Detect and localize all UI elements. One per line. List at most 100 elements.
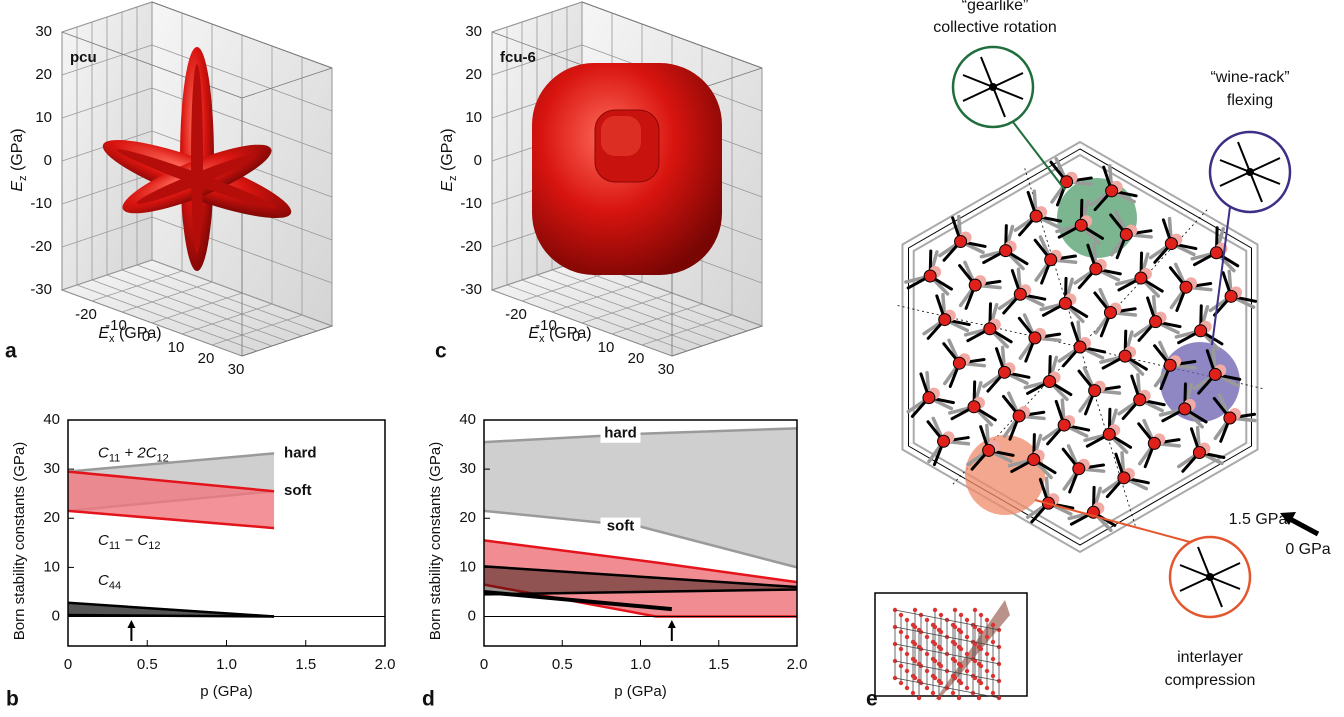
node bbox=[955, 235, 967, 247]
node bbox=[1058, 419, 1070, 431]
label-part: E bbox=[439, 181, 456, 192]
z-tick-label: 10 bbox=[35, 109, 52, 126]
node bbox=[924, 270, 936, 282]
zoom-node bbox=[1246, 168, 1254, 176]
inset-node bbox=[985, 686, 989, 690]
x-tick-label: 2.0 bbox=[375, 656, 396, 673]
pressure-arrow bbox=[1290, 519, 1318, 534]
inset-node bbox=[985, 635, 989, 639]
y-axis-label: Born stability constants (GPa) bbox=[11, 442, 28, 640]
x-tick-label: -20 bbox=[75, 306, 97, 323]
node bbox=[923, 392, 935, 404]
inset-node bbox=[991, 674, 995, 678]
z-tick-label: 0 bbox=[474, 152, 482, 169]
zoom-link bbox=[1212, 207, 1230, 345]
label-part: C bbox=[98, 445, 109, 462]
inset-node bbox=[959, 664, 963, 668]
zoom-node bbox=[989, 83, 997, 91]
inset-node bbox=[979, 630, 983, 634]
z-tick-label: -20 bbox=[30, 238, 52, 255]
inset-node bbox=[925, 635, 929, 639]
inset-node bbox=[913, 608, 917, 612]
label-part: E bbox=[98, 325, 109, 342]
inset-node bbox=[953, 642, 957, 646]
node bbox=[953, 357, 965, 369]
inset-node bbox=[913, 642, 917, 646]
x-axis-label: p (GPa) bbox=[614, 683, 667, 700]
inset-node bbox=[905, 635, 909, 639]
label-part: 44 bbox=[109, 580, 121, 592]
node bbox=[1179, 403, 1191, 415]
node bbox=[1210, 247, 1222, 259]
x-tick-label: 10 bbox=[598, 339, 615, 356]
inset-node bbox=[953, 676, 957, 680]
label-part: (GPa) bbox=[9, 128, 26, 175]
z-axis-label: Ez (GPa) bbox=[9, 128, 29, 191]
inset-node bbox=[939, 681, 943, 685]
inset-node bbox=[965, 618, 969, 622]
inset-node bbox=[899, 613, 903, 617]
x-tick-label: 0.5 bbox=[137, 656, 158, 673]
node bbox=[1119, 350, 1131, 362]
inset-node bbox=[939, 664, 943, 668]
label-part: − C bbox=[120, 532, 148, 549]
label-part: E bbox=[9, 181, 26, 192]
inset-node bbox=[959, 630, 963, 634]
x-tick-label: 0 bbox=[64, 656, 72, 673]
inset-node bbox=[957, 696, 961, 700]
panel-letter: b bbox=[6, 688, 19, 711]
series-label: C11 − C12 bbox=[98, 532, 160, 552]
mode-title: flexing bbox=[1227, 92, 1273, 109]
x-tick-label: 1.5 bbox=[708, 656, 729, 673]
node bbox=[1135, 272, 1147, 284]
x-tick-label: 20 bbox=[198, 350, 215, 367]
node bbox=[968, 401, 980, 413]
inset-node bbox=[979, 681, 983, 685]
inset-node bbox=[933, 676, 937, 680]
inset-node bbox=[959, 613, 963, 617]
inset-node bbox=[985, 618, 989, 622]
inset-node bbox=[933, 608, 937, 612]
lattice bbox=[895, 47, 1290, 617]
label-part: (GPa) bbox=[115, 325, 162, 342]
inset-node bbox=[937, 696, 941, 700]
y-tick-label: 40 bbox=[459, 411, 476, 428]
label-part: 12 bbox=[157, 452, 169, 464]
bound-label: soft bbox=[284, 482, 312, 499]
inset-node bbox=[977, 696, 981, 700]
node bbox=[1120, 228, 1132, 240]
highlight bbox=[1057, 178, 1137, 258]
node bbox=[983, 444, 995, 456]
x-axis-label: p (GPa) bbox=[200, 683, 253, 700]
inset-node bbox=[905, 686, 909, 690]
y-tick-label: 0 bbox=[468, 607, 476, 624]
inset-node bbox=[911, 691, 915, 695]
mode-title: “gearlike” bbox=[962, 0, 1029, 14]
node bbox=[969, 279, 981, 291]
z-axis-label: Ez (GPa) bbox=[439, 128, 459, 191]
node bbox=[938, 435, 950, 447]
mode-title: compression bbox=[1165, 672, 1256, 689]
node bbox=[939, 314, 951, 326]
node bbox=[1073, 463, 1085, 475]
z-tick-label: 10 bbox=[465, 109, 482, 126]
inset-node bbox=[965, 669, 969, 673]
inset-node bbox=[953, 659, 957, 663]
inset-node bbox=[953, 608, 957, 612]
inset-node bbox=[925, 669, 929, 673]
node bbox=[984, 323, 996, 335]
y-tick-label: 10 bbox=[43, 558, 60, 575]
zoom-node bbox=[1206, 573, 1214, 581]
z-tick-label: -10 bbox=[30, 195, 52, 212]
y-tick-label: 20 bbox=[459, 509, 476, 526]
inset-node bbox=[925, 618, 929, 622]
node bbox=[1000, 245, 1012, 257]
series-label: C44 bbox=[98, 572, 121, 592]
x-tick-label: 1.0 bbox=[216, 656, 237, 673]
node bbox=[1180, 281, 1192, 293]
inset-node bbox=[913, 625, 917, 629]
inset-node bbox=[973, 608, 977, 612]
y-tick-label: 30 bbox=[43, 460, 60, 477]
figure: -30-20-100102030-20-100102030Ez (GPa)Ex … bbox=[0, 0, 1344, 717]
inset-node bbox=[959, 647, 963, 651]
